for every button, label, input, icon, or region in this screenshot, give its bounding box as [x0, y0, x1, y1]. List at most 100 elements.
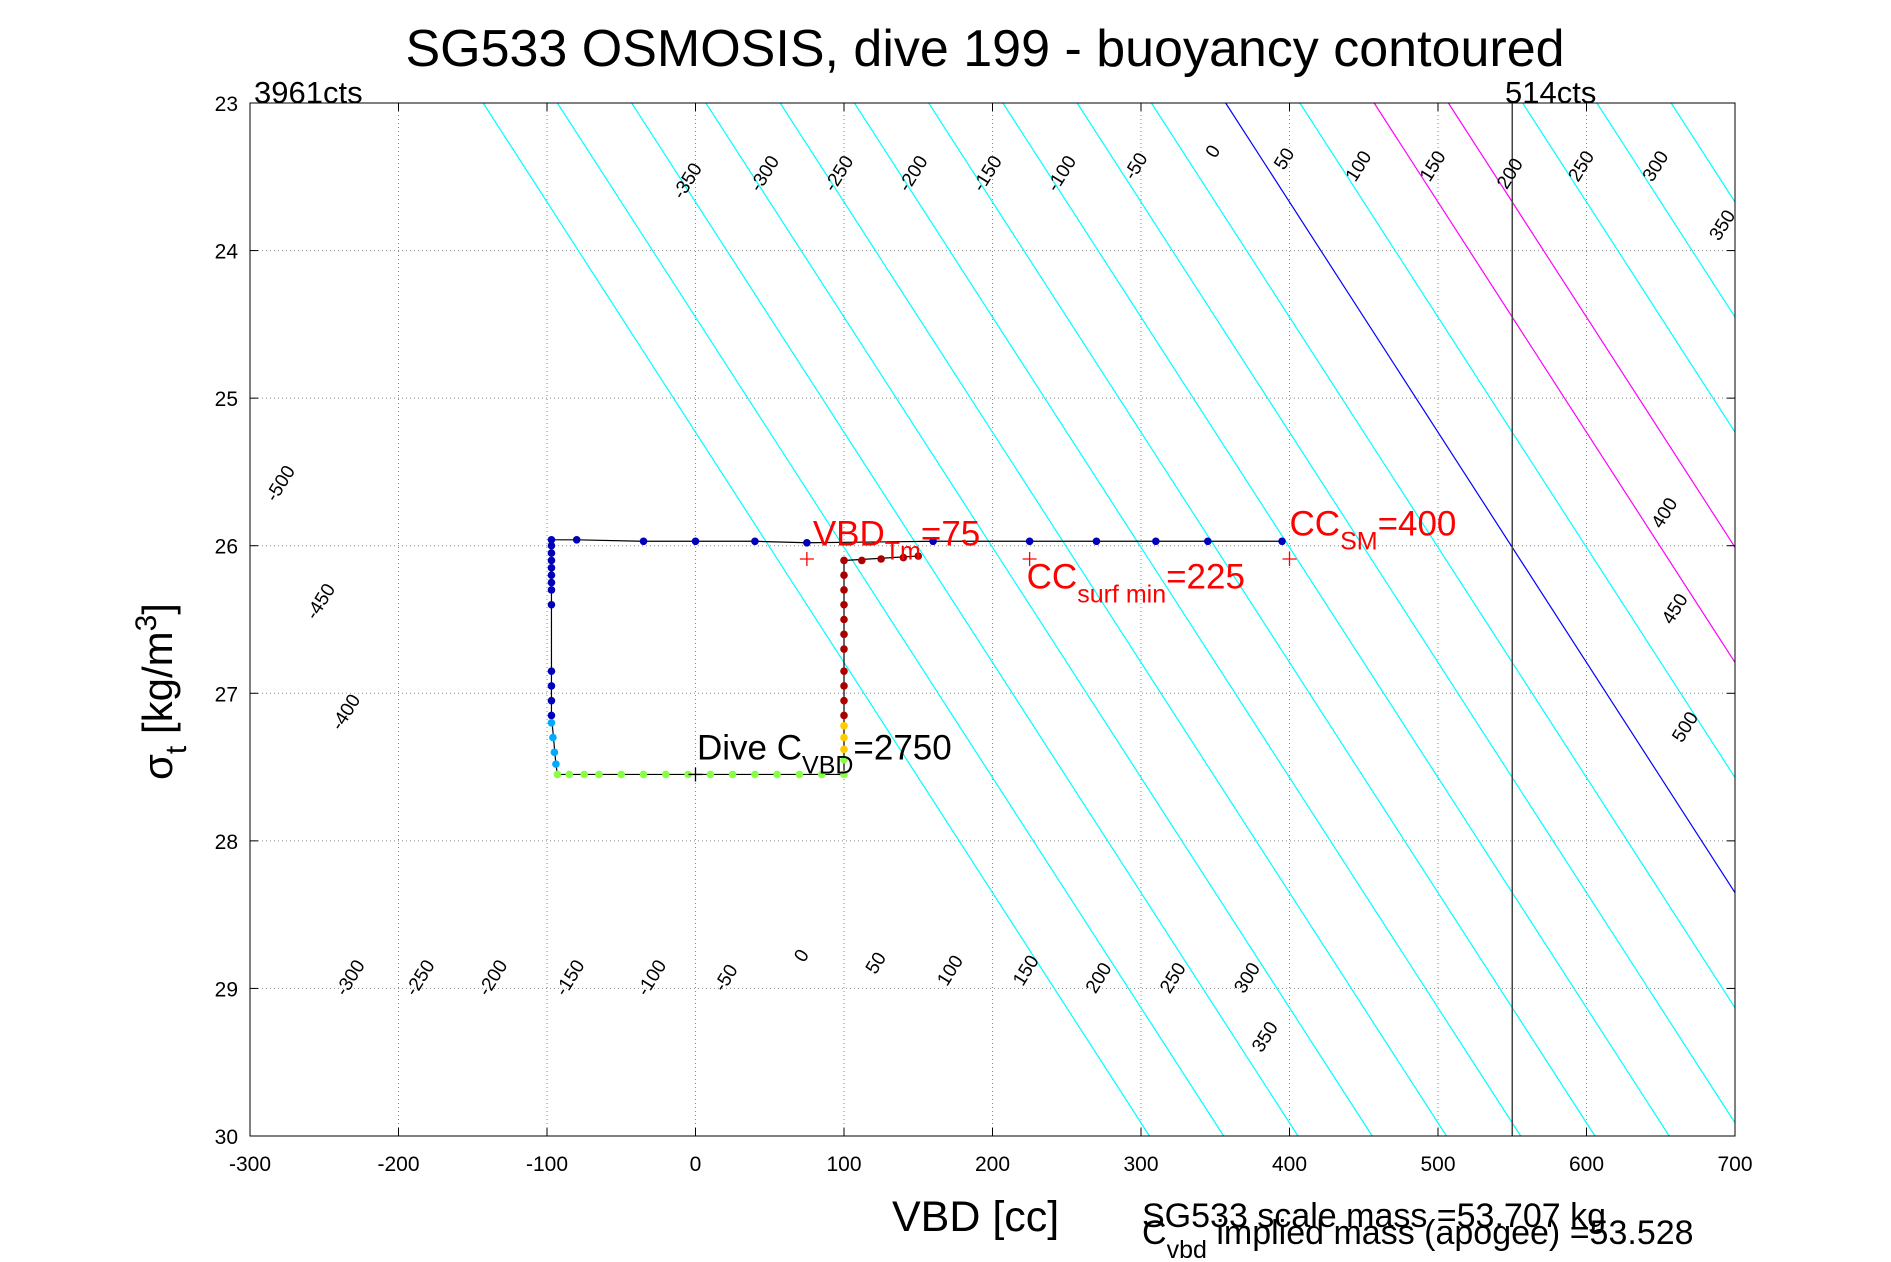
y-tick-label: 25	[215, 388, 238, 411]
contour-line	[1150, 102, 1736, 1009]
annotation-sub: surf min	[1077, 581, 1166, 609]
data-point	[840, 556, 848, 565]
contour-line	[1447, 102, 1736, 548]
contour-line	[779, 102, 1447, 1137]
annotation-vbd-tm: VBDTm=75	[813, 515, 980, 566]
x-tick-label: -100	[526, 1153, 568, 1176]
annotation-cc-sm: CCSM=400	[1290, 504, 1457, 555]
annotation-cc-surf: CCsurf min=225	[1027, 558, 1245, 609]
contour-label: 250	[1156, 959, 1191, 997]
contour-line	[928, 102, 1596, 1137]
contour-label: 300	[1230, 959, 1265, 997]
data-point	[547, 682, 556, 690]
contour-label: -200	[895, 152, 933, 195]
data-point	[547, 564, 556, 572]
footer-c: C	[1142, 1214, 1167, 1252]
contour-line	[556, 102, 1225, 1137]
data-point	[817, 770, 826, 779]
data-point	[639, 770, 648, 779]
contour-line	[853, 102, 1522, 1137]
annotation-marker	[1282, 551, 1297, 566]
data-point	[565, 770, 574, 779]
contour-label: -500	[262, 462, 300, 505]
data-point	[547, 571, 556, 580]
data-point	[840, 682, 848, 690]
data-point	[773, 770, 781, 779]
data-point	[840, 615, 848, 624]
data-point	[840, 733, 848, 742]
contour-labels: -500-450-400-350 -300 -250 -200 -150 -100 -50 0…	[262, 142, 1740, 1056]
contour-line	[482, 102, 1150, 1137]
data-point	[549, 733, 557, 742]
data-point	[547, 719, 556, 727]
contour-label: 300	[1639, 147, 1674, 185]
contour-line	[1002, 102, 1670, 1137]
y-tick-label: 28	[215, 831, 238, 854]
data-point	[572, 536, 581, 544]
x-tick-label: 400	[1272, 1153, 1307, 1176]
x-tick-label: 200	[975, 1153, 1010, 1176]
data-point	[751, 770, 759, 779]
data-point	[1025, 537, 1034, 546]
annotation-main: CC	[1290, 504, 1341, 543]
contour-lines	[482, 102, 1736, 1137]
data-point	[550, 748, 559, 757]
annotation-tail: =225	[1166, 558, 1245, 597]
contour-line	[631, 102, 1299, 1137]
contour-label: 0	[1202, 142, 1225, 162]
contour-label: -200	[474, 956, 512, 999]
annotation-sub: Tm	[885, 538, 921, 566]
contour-label: -300	[332, 956, 370, 999]
data-point	[553, 770, 562, 779]
data-point	[840, 711, 848, 720]
grid	[250, 103, 1735, 1136]
svg-text:σt [kg/m3]: σt [kg/m3]	[130, 603, 193, 780]
corner-label-left: 3961cts	[254, 75, 363, 110]
footer-vbd-sub: vbd	[1167, 1236, 1207, 1262]
data-point	[899, 553, 908, 562]
axis-ticks: -300 -200 -100 0 100 200 300 400 500 600 700232425…	[215, 93, 1753, 1176]
y-label-sigma: σ	[134, 754, 181, 780]
contour-label: 500	[1668, 708, 1703, 746]
contour-label: 400	[1648, 494, 1683, 532]
data-point	[595, 770, 603, 779]
y-tick-label: 27	[215, 683, 238, 706]
annotation-marker	[1022, 551, 1037, 566]
contour-label: -250	[402, 956, 440, 999]
contour-label: -450	[302, 580, 340, 623]
data-point	[1092, 537, 1101, 546]
data-point	[547, 541, 556, 550]
x-tick-label: 600	[1569, 1153, 1604, 1176]
data-point	[795, 770, 804, 779]
data-points	[547, 536, 1286, 779]
x-tick-label: 100	[826, 1153, 861, 1176]
data-point	[662, 770, 670, 779]
data-point	[840, 600, 848, 609]
contour-label: 150	[1416, 147, 1451, 185]
contour-line	[1299, 102, 1736, 778]
chart-title: SG533 OSMOSIS, dive 199 - buoyancy conto…	[405, 20, 1564, 78]
data-point	[547, 556, 556, 565]
data-point	[547, 536, 556, 544]
y-axis-label: σt [kg/m3]	[130, 603, 193, 780]
y-tick-label: 29	[215, 978, 238, 1001]
contour-label: 100	[1342, 147, 1377, 185]
data-point	[547, 549, 556, 557]
data-point	[914, 552, 923, 560]
data-point	[840, 721, 848, 730]
track-line	[550, 539, 1283, 776]
data-point	[840, 770, 848, 779]
x-axis-label: VBD [cc]	[892, 1193, 1059, 1241]
data-point	[639, 537, 648, 546]
annotation-main: CC	[1027, 558, 1078, 597]
contour-label: -150	[552, 956, 590, 999]
annotation-dive-cvbd: Dive CVBD=2750	[697, 729, 952, 780]
annotation-main: VBD	[813, 515, 885, 554]
dive-track	[550, 539, 1283, 776]
contour-label: 450	[1658, 590, 1693, 628]
annotation-main: Dive C	[697, 729, 802, 768]
data-point	[552, 760, 560, 768]
data-point	[840, 667, 848, 675]
y-label-sup: 3	[130, 615, 163, 632]
